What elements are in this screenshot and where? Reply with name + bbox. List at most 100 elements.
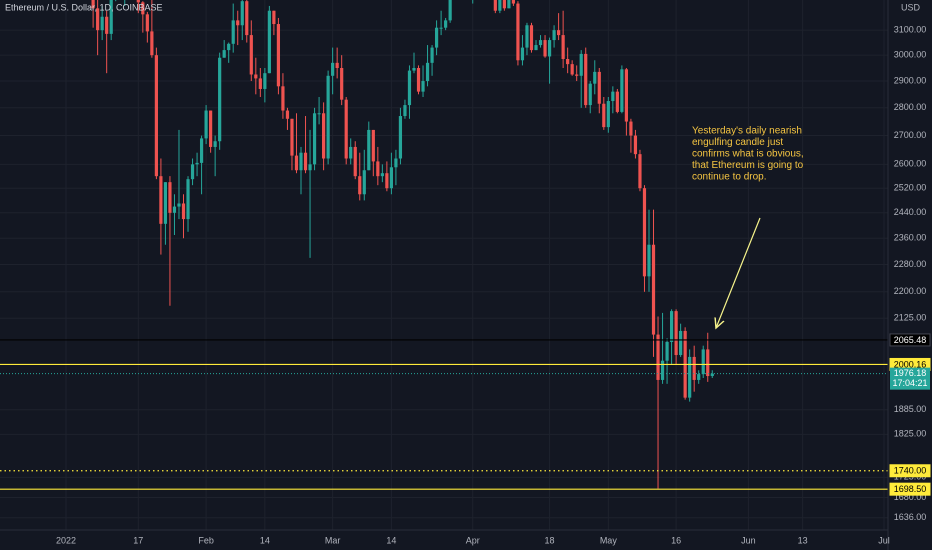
candle-body bbox=[570, 64, 574, 75]
annotation-text: confirms what is obvious, bbox=[692, 149, 804, 160]
annotation-text: Yesterday's daily nearish bbox=[692, 126, 802, 137]
x-tick-label: May bbox=[600, 535, 618, 545]
annotation-text: engulfing candle just bbox=[692, 137, 783, 148]
candle-body bbox=[502, 0, 506, 9]
candle-body bbox=[195, 162, 199, 165]
candle-body bbox=[258, 78, 262, 89]
candle-body bbox=[218, 57, 222, 142]
price-line-label-box bbox=[889, 333, 931, 347]
candle-body bbox=[267, 10, 271, 74]
candle-body bbox=[434, 27, 439, 48]
candle-body bbox=[331, 62, 335, 76]
candle-body bbox=[552, 30, 556, 41]
annotation-text: continue to drop. bbox=[692, 172, 767, 183]
candle-body bbox=[181, 203, 186, 220]
last-price-box bbox=[890, 367, 930, 390]
candle-body bbox=[294, 155, 299, 171]
x-tick-label: 13 bbox=[798, 535, 808, 545]
candle-body bbox=[398, 116, 403, 159]
candle-body bbox=[276, 24, 281, 87]
candle-body bbox=[281, 86, 285, 111]
candle-body bbox=[403, 105, 407, 117]
candle-body bbox=[367, 129, 371, 171]
y-tick-label: 2520.00 bbox=[894, 183, 927, 193]
candle-body bbox=[706, 349, 710, 377]
y-tick-label: 2700.00 bbox=[894, 130, 927, 140]
candle-body bbox=[209, 110, 213, 147]
x-tick-label: 18 bbox=[545, 535, 555, 545]
candle-body bbox=[669, 311, 674, 342]
candle-body bbox=[227, 43, 231, 51]
candle-body bbox=[543, 40, 547, 57]
candle-body bbox=[290, 118, 294, 156]
x-tick-label: 2022 bbox=[56, 535, 76, 545]
candle-body bbox=[240, 1, 244, 26]
candle-body bbox=[407, 70, 412, 106]
y-tick-label: 1885.00 bbox=[894, 404, 927, 414]
candle-body bbox=[254, 74, 258, 79]
price-axis: 3100.00 3000.00 2900.00 2800.00 2700.00 2600.… bbox=[56, 25, 931, 545]
plot-area bbox=[91, 0, 714, 489]
y-tick-label: 2800.00 bbox=[894, 102, 927, 112]
candle-body bbox=[349, 146, 353, 159]
candle-body bbox=[154, 55, 158, 177]
candle-body bbox=[593, 71, 597, 84]
candle-body bbox=[638, 154, 642, 189]
candle-body bbox=[190, 164, 195, 180]
candle-body bbox=[534, 45, 538, 51]
candle-body bbox=[285, 110, 290, 119]
candle-body bbox=[688, 356, 692, 398]
x-tick-label: 16 bbox=[671, 535, 681, 545]
candle-body bbox=[412, 67, 416, 71]
candle-body bbox=[326, 75, 330, 159]
grid bbox=[0, 0, 888, 530]
candle-body bbox=[611, 91, 615, 102]
candle-body bbox=[444, 20, 448, 28]
y-tick-label: 2200.00 bbox=[894, 286, 927, 296]
candle-body bbox=[633, 135, 638, 155]
candle-body bbox=[199, 138, 204, 163]
candle-body bbox=[380, 173, 384, 177]
x-tick-label: Apr bbox=[466, 535, 480, 545]
candle-body bbox=[105, 16, 109, 34]
candle-body bbox=[629, 121, 633, 136]
y-tick-label: 3000.00 bbox=[894, 50, 927, 60]
price-line-label-box bbox=[889, 482, 931, 496]
candle-body bbox=[561, 35, 565, 59]
candle-body bbox=[597, 71, 601, 104]
y-tick-label: 1636.00 bbox=[894, 512, 927, 522]
candle-body bbox=[575, 74, 579, 76]
candle-body bbox=[498, 0, 502, 11]
candle-body bbox=[656, 334, 660, 380]
candle-body bbox=[340, 67, 344, 100]
price-line-label-box bbox=[889, 464, 931, 478]
candle-body bbox=[303, 152, 308, 171]
candle-body bbox=[385, 173, 389, 189]
candle-body bbox=[584, 53, 588, 106]
y-tick-label: 2900.00 bbox=[894, 75, 927, 85]
candle-body bbox=[425, 62, 430, 82]
x-tick-label: Mar bbox=[325, 535, 341, 545]
candle-body bbox=[186, 179, 190, 220]
candle-body bbox=[322, 113, 326, 159]
candle-body bbox=[236, 20, 240, 26]
candle-body bbox=[100, 16, 104, 31]
candle-body bbox=[312, 113, 317, 165]
candle-body bbox=[389, 167, 393, 189]
candle-body bbox=[651, 244, 656, 335]
y-tick-label: 1680.00 bbox=[894, 492, 927, 502]
last-price-label: 1976.18 bbox=[894, 368, 927, 378]
candle-body bbox=[150, 31, 154, 56]
candle-body bbox=[516, 3, 520, 61]
candle-body bbox=[204, 110, 208, 139]
candle-body bbox=[222, 50, 226, 58]
candle-body bbox=[177, 203, 181, 207]
candle-body bbox=[642, 188, 647, 277]
candle-body bbox=[91, 0, 95, 9]
candle-body bbox=[697, 374, 701, 380]
candle-body bbox=[439, 27, 443, 29]
candle-body bbox=[168, 182, 172, 213]
